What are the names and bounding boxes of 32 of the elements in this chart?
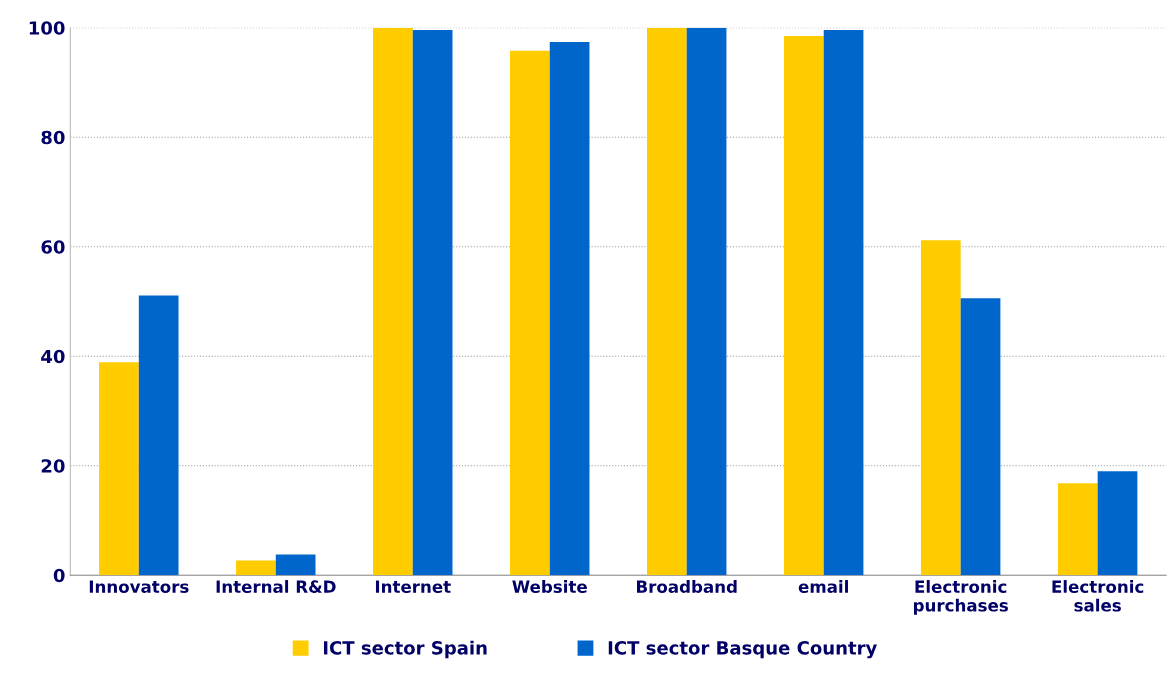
- y-tick-label: 60: [41, 240, 65, 254]
- y-tick-label: 40: [41, 349, 65, 364]
- x-tick-label: email: [798, 580, 848, 593]
- legend-label: ICT sector Spain: [323, 640, 487, 659]
- x-tick-label: Website: [512, 580, 587, 593]
- bar: [960, 298, 1001, 576]
- bar: [1057, 483, 1098, 576]
- y-tick-label: 0: [53, 568, 65, 583]
- bar: [275, 554, 316, 576]
- bar: [412, 29, 453, 576]
- x-tick-label: Broadband: [636, 580, 737, 593]
- bar: [236, 560, 276, 576]
- legend-label: ICT sector Basque Country: [608, 641, 877, 659]
- bar: [647, 27, 687, 576]
- bar: [686, 27, 727, 576]
- x-tick-label: Internal R&D: [216, 580, 336, 593]
- x-tick-label: Electronic purchases: [914, 580, 1008, 615]
- y-tick-label: 80: [41, 130, 65, 145]
- bar: [823, 29, 864, 576]
- bar: [373, 27, 413, 576]
- bar: [99, 362, 139, 576]
- bar: [783, 35, 824, 576]
- x-tick-label: Internet: [375, 580, 451, 593]
- bar: [138, 295, 179, 576]
- bar: [1097, 471, 1138, 576]
- y-tick-label: 100: [29, 21, 65, 35]
- x-tick-label: Innovators: [89, 580, 189, 593]
- bar: [549, 41, 590, 576]
- bar: [920, 240, 961, 576]
- x-tick-label: Electronic sales: [1052, 580, 1144, 612]
- y-tick-label: 20: [41, 459, 65, 473]
- bar: [510, 50, 550, 576]
